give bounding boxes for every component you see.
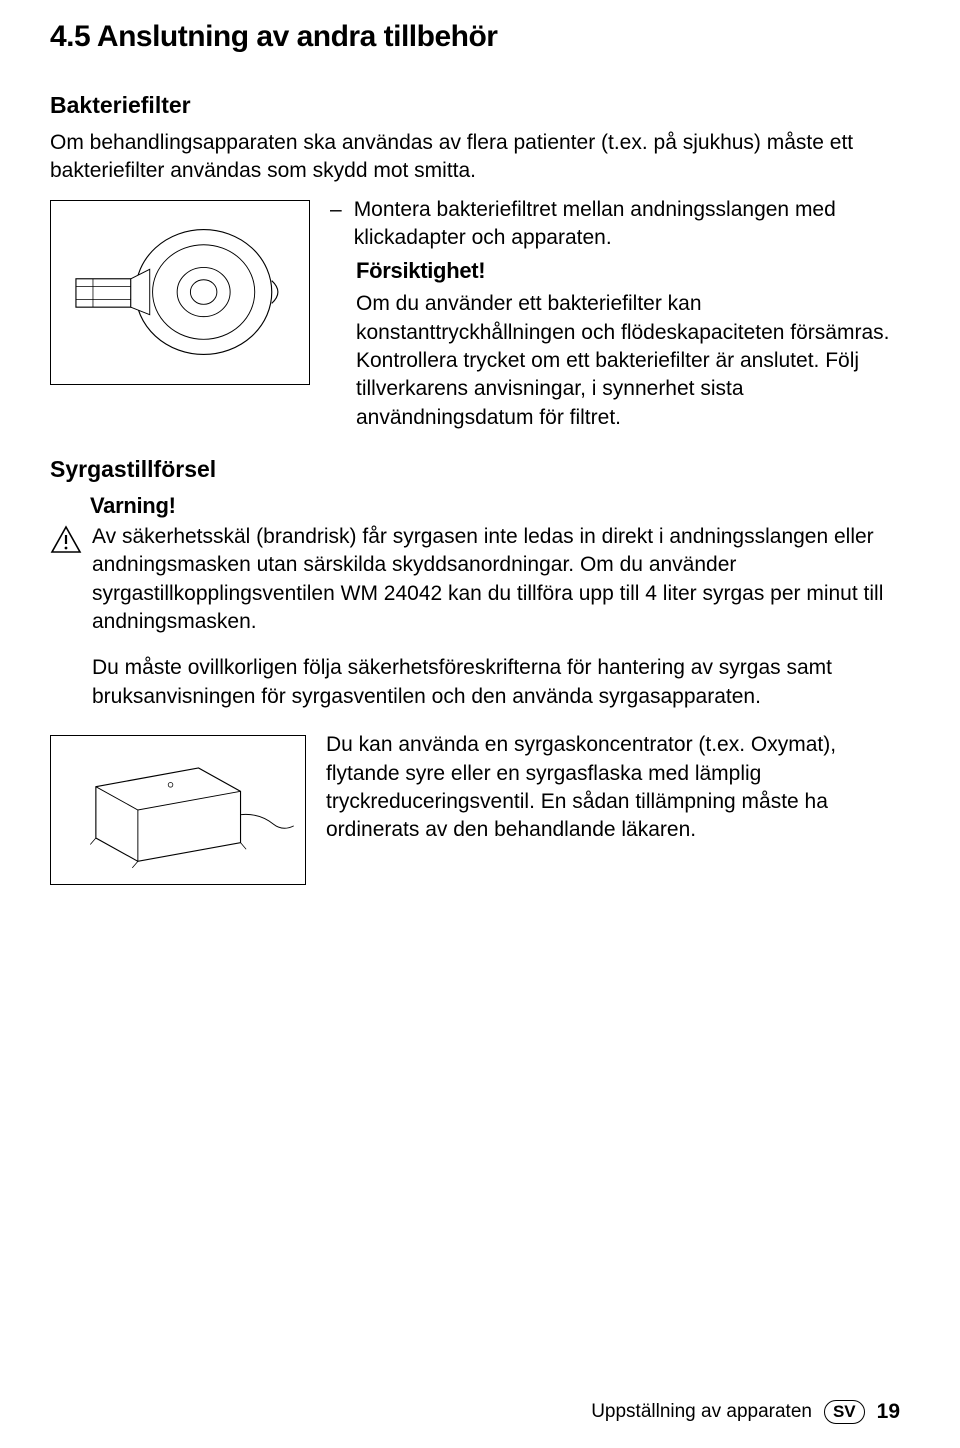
warn-body: Av säkerhetsskäl (brandrisk) får syrgase… [92,523,900,636]
syrgas-para3: Du kan använda en syrgaskoncentrator (t.… [326,731,900,844]
page-number: 19 [877,1400,900,1424]
device-text-column: Du kan använda en syrgaskoncentrator (t.… [326,731,900,844]
bullet-dash: – [330,196,342,253]
device-row: Du kan använda en syrgaskoncentrator (t.… [50,731,900,885]
bakteriefilter-intro: Om behandlingsapparaten ska användas av … [50,129,900,186]
warning-triangle-icon [50,525,82,555]
page-footer: Uppställning av apparaten SV 19 [591,1400,900,1424]
lang-badge: SV [824,1400,865,1424]
filter-bullet-text: Montera bakteriefiltret mellan andningss… [354,196,900,253]
subheading-bakteriefilter: Bakteriefilter [50,92,900,119]
filter-illustration [50,200,310,385]
filter-svg [55,205,305,380]
caution-label: Försiktighet! [356,258,900,284]
filter-bullet: – Montera bakteriefiltret mellan andning… [330,196,900,253]
footer-chapter: Uppställning av apparaten [591,1401,812,1423]
syrgas-para2: Du måste ovillkorligen följa säkerhetsfö… [92,654,900,711]
warn-label: Varning! [90,493,900,519]
filter-row: – Montera bakteriefiltret mellan andning… [50,196,900,432]
device-svg [55,740,301,880]
caution-body: Om du använder ett bakteriefilter kan ko… [356,290,900,432]
warn-row: Av säkerhetsskäl (brandrisk) får syrgase… [50,523,900,636]
section-title: 4.5 Anslutning av andra tillbehör [50,20,900,54]
subheading-syrgas: Syrgastillförsel [50,456,900,483]
device-illustration [50,735,306,885]
filter-text-column: – Montera bakteriefiltret mellan andning… [330,196,900,432]
